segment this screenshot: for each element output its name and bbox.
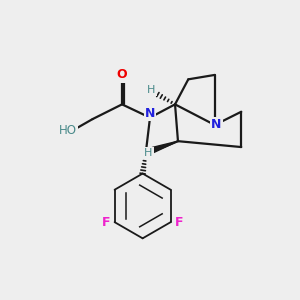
Text: N: N [211,118,221,131]
Text: H: H [144,148,153,158]
Text: F: F [101,216,110,229]
Text: HO: HO [58,124,76,137]
Text: H: H [147,85,156,94]
Text: F: F [175,216,184,229]
Text: O: O [117,68,127,81]
Text: N: N [145,107,155,120]
Polygon shape [152,141,178,152]
